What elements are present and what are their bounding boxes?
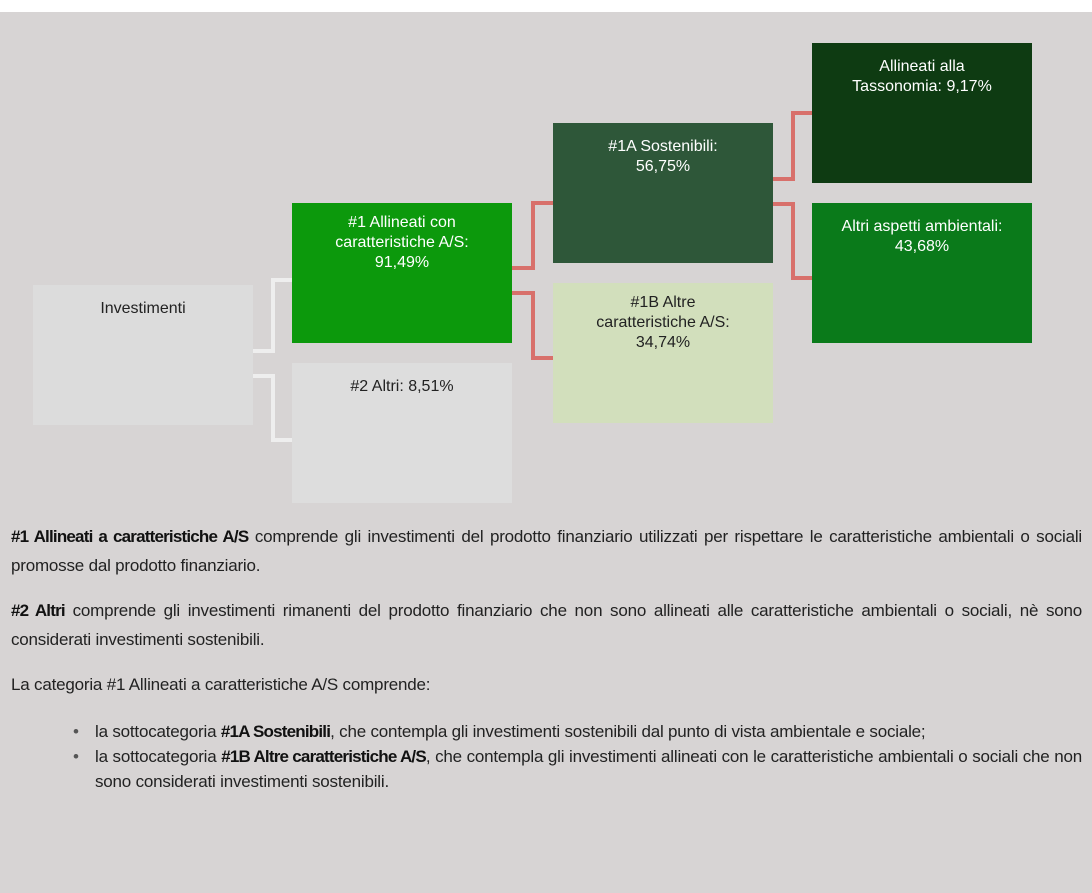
bullet: la sottocategoria #1B Altre caratteristi… — [73, 744, 1082, 794]
node-label: #1 Allineati con — [348, 214, 456, 231]
node-box: Allineati alla Tassonomia: 9,17% — [812, 43, 1032, 183]
node-label: 56,75% — [635, 158, 691, 175]
node-label: #1B Altre — [630, 294, 696, 311]
node-label: 34,74% — [635, 334, 691, 351]
bullet-text: , che contempla gli investimenti sosteni… — [330, 722, 926, 741]
node-label: Tassonomia: 9,17% — [852, 78, 992, 95]
node-label: Investimenti — [100, 300, 186, 317]
node-box: #1B Altre caratteristiche A/S: 34,74% — [553, 283, 773, 423]
bullet-text: , che contempla gli investimenti allinea… — [95, 747, 1082, 791]
gray-connector — [253, 278, 292, 442]
node-label: 43,68% — [894, 238, 950, 255]
node-label: #1A Sostenibili: — [608, 138, 718, 155]
paragraph: La categoria #1 Allineati a caratteristi… — [11, 670, 1082, 699]
paragraph: #2 Altri comprende gli investimenti rima… — [11, 596, 1082, 654]
node-label: Allineati alla — [879, 58, 965, 75]
bold-term: #1 Allineati a caratteristiche A/S — [11, 527, 249, 546]
paragraph: #1 Allineati a caratteristiche A/S compr… — [11, 522, 1082, 580]
node-box: #2 Altri: 8,51% — [292, 363, 512, 503]
node-label: #2 Altri: 8,51% — [350, 378, 454, 395]
paragraph-text: La categoria #1 Allineati a caratteristi… — [11, 675, 431, 694]
bullet-list: la sottocategoria #1A Sostenibili, che c… — [11, 719, 1082, 794]
description: #1 Allineati a caratteristiche A/S compr… — [11, 522, 1082, 794]
paragraph-text: comprende gli investimenti del prodotto … — [11, 527, 1082, 575]
bold-term: #1A Sostenibili — [220, 722, 331, 741]
node-label: caratteristiche A/S: — [335, 234, 469, 251]
connectors — [253, 111, 812, 442]
node-label: 91,49% — [374, 254, 430, 271]
paragraph-text: comprende gli investimenti rimanenti del… — [11, 601, 1083, 649]
bullet-text: la sottocategoria — [95, 722, 217, 741]
bullet: la sottocategoria #1A Sostenibili, che c… — [73, 719, 1082, 744]
bold-term: #1B Altre caratteristiche A/S — [221, 747, 426, 766]
node-label: Altri aspetti ambientali: — [841, 218, 1003, 235]
bullet-text: la sottocategoria — [95, 747, 217, 766]
node-box: #1A Sostenibili: 56,75% — [553, 123, 773, 263]
bold-term: #2 Altri — [11, 601, 66, 620]
node-label: caratteristiche A/S: — [596, 314, 730, 331]
node-box: #1 Allineati con caratteristiche A/S: 91,4… — [292, 203, 512, 343]
red-connector — [512, 111, 812, 360]
node-box: Altri aspetti ambientali: 43,68% — [812, 203, 1032, 343]
node-box: Investimenti — [33, 285, 253, 425]
